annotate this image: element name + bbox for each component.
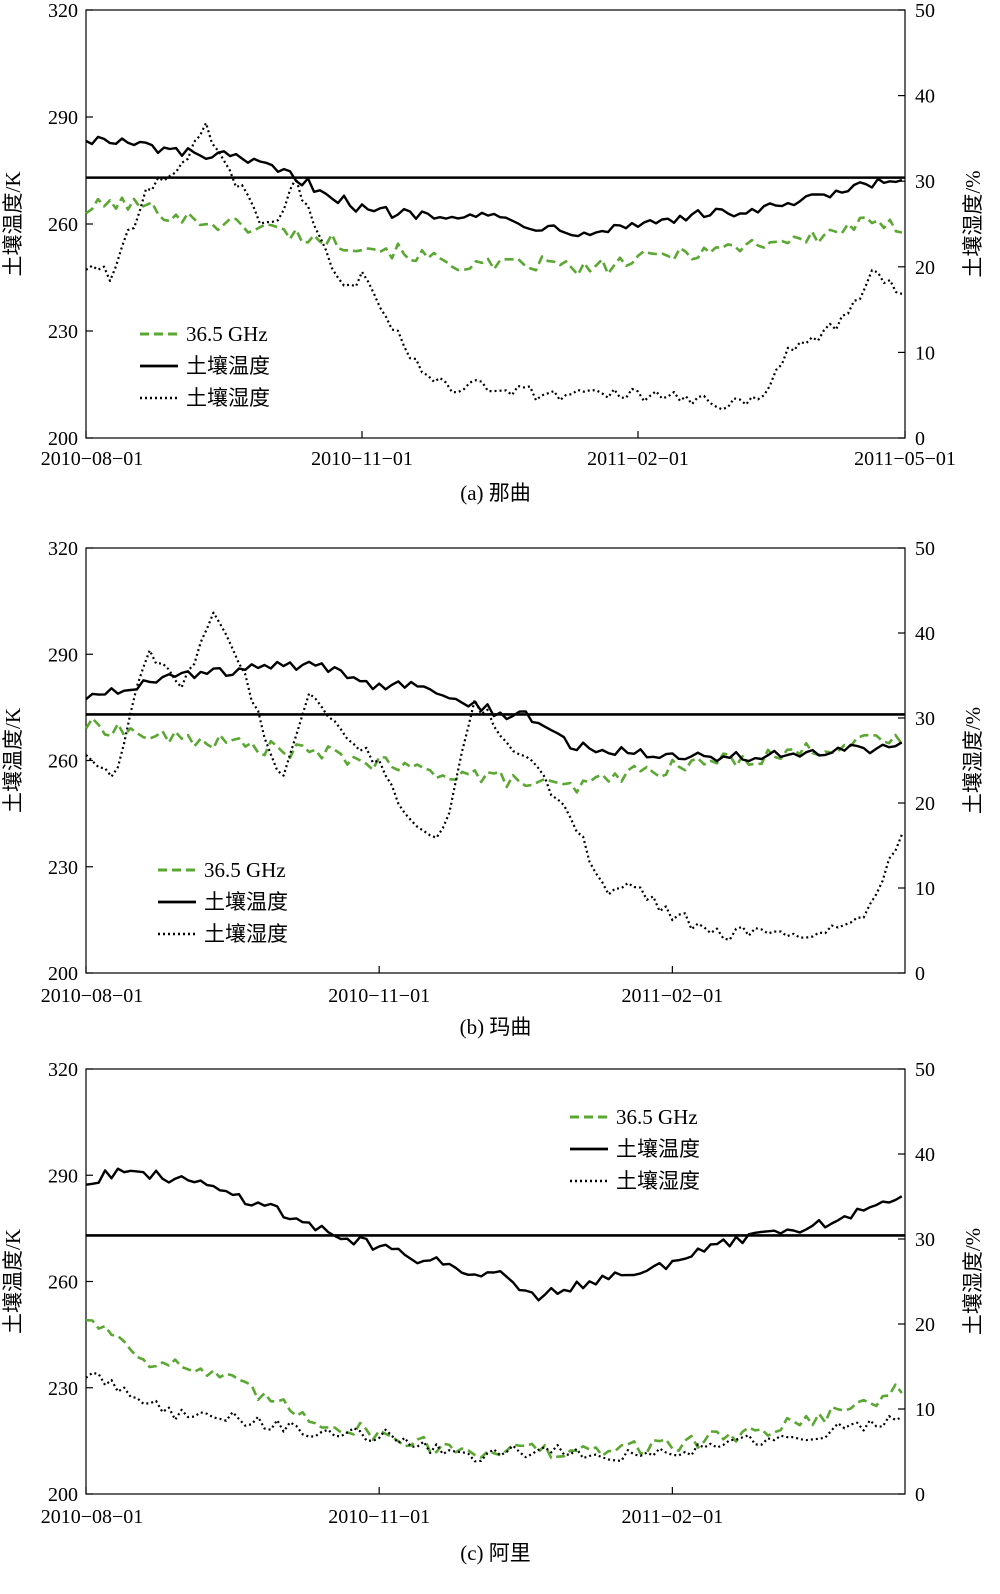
x-tick-label: 2010−08−01 [41,448,144,470]
legend-label: 土壤温度 [186,354,270,378]
x-tick-label: 2011−02−01 [621,985,723,1007]
y-tick-label: 290 [48,107,78,129]
y2-tick-label: 0 [915,1484,925,1506]
y2-tick-label: 10 [915,342,935,364]
y-tick-label: 260 [48,1272,78,1294]
legend-label: 36.5 GHz [186,322,268,346]
panel-caption: (a) 那曲 [460,481,531,505]
y2-tick-label: 50 [915,538,935,560]
y2-tick-label: 30 [915,1229,935,1251]
panel-caption: (c) 阿里 [460,1541,531,1565]
legend-label: 土壤温度 [616,1137,700,1161]
legend-label: 36.5 GHz [616,1105,698,1129]
y-axis-label: 土壤温度/K [1,1229,25,1334]
x-tick-label: 2011−02−01 [587,448,689,470]
series-line-2 [85,611,903,941]
y-tick-label: 320 [48,1059,78,1081]
y2-tick-label: 30 [915,708,935,730]
x-tick-label: 2011−02−01 [621,1506,723,1528]
x-tick-label: 2010−11−01 [328,1506,430,1528]
y2-tick-label: 30 [915,171,935,193]
legend-label: 土壤温度 [204,890,288,914]
y-tick-label: 320 [48,538,78,560]
y2-tick-label: 20 [915,257,935,279]
y2-tick-label: 40 [915,623,935,645]
series-line-1 [85,1167,903,1302]
y2-tick-label: 0 [915,963,925,985]
series-line-0 [84,717,903,794]
series-line-2 [85,121,903,411]
legend-label: 土壤湿度 [616,1169,700,1193]
y-tick-label: 320 [48,0,78,22]
y2-tick-label: 40 [915,86,935,108]
legend-label: 土壤湿度 [204,922,288,946]
y2-tick-label: 10 [915,1399,935,1421]
plot-frame [85,1068,906,1495]
panel-ali: 200 230 260 290 320 0 10 20 30 40 50 2010−08−01 2010… [1,1059,985,1565]
x-tick-label: 2011−05−01 [854,448,956,470]
x-tick-label: 2010−08−01 [41,985,144,1007]
y2-axis-label: 土壤湿度/% [961,1228,985,1335]
x-tick-label: 2010−08−01 [41,1506,144,1528]
y-tick-label: 200 [48,963,78,985]
y-tick-label: 230 [48,321,78,343]
series-line-2 [85,1371,903,1463]
y2-tick-label: 20 [915,793,935,815]
y2-axis-label: 土壤湿度/% [961,170,985,277]
y-tick-label: 230 [48,1378,78,1400]
panel-naqu: 200 230 260 290 320 0 10 20 30 40 50 2010−08−01 2010… [1,0,985,505]
y-tick-label: 290 [48,1165,78,1187]
series-line-1 [85,660,903,763]
y2-tick-label: 40 [915,1144,935,1166]
y-axis-label: 土壤温度/K [1,708,25,813]
panel-maqu: 200 230 260 290 320 0 10 20 30 40 50 2010−08−01 2010… [1,538,985,1039]
series-line-0 [85,196,903,277]
panel-caption: (b) 玛曲 [460,1015,532,1039]
legend-label: 土壤湿度 [186,386,270,410]
series-line-1 [85,135,903,238]
y-tick-label: 260 [48,751,78,773]
y-tick-label: 260 [48,214,78,236]
y2-tick-label: 0 [915,428,925,450]
legend-label: 36.5 GHz [204,858,286,882]
y2-axis-label: 土壤湿度/% [961,707,985,814]
y-tick-label: 200 [48,428,78,450]
x-tick-label: 2010−11−01 [328,985,430,1007]
x-tick-label: 2010−11−01 [311,448,413,470]
y-axis-label: 土壤温度/K [1,172,25,277]
y2-tick-label: 50 [915,0,935,22]
series-line-0 [85,1318,903,1460]
y2-tick-label: 50 [915,1059,935,1081]
y2-tick-label: 20 [915,1314,935,1336]
y2-tick-label: 10 [915,878,935,900]
y-tick-label: 290 [48,644,78,666]
y-tick-label: 200 [48,1484,78,1506]
y-tick-label: 230 [48,857,78,879]
